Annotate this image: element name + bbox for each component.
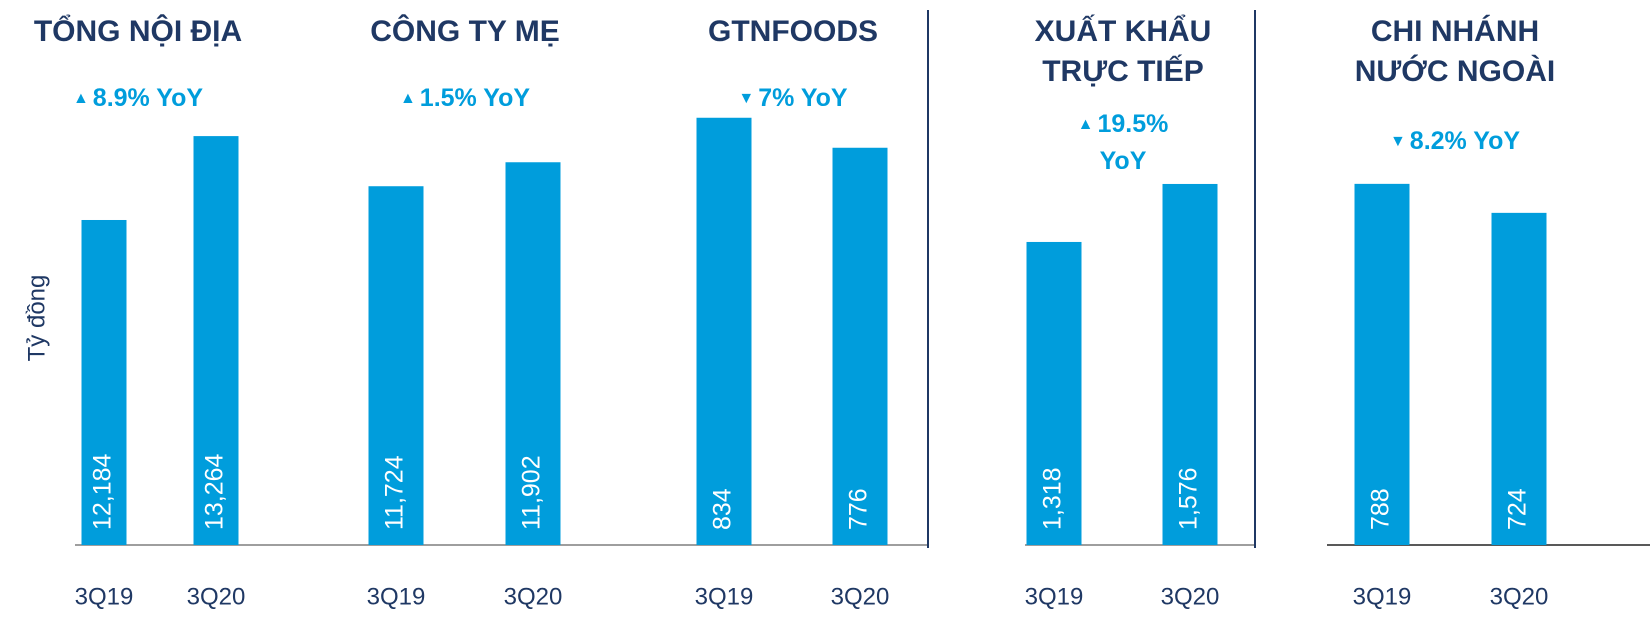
yoy-text: 8.2% YoY	[1409, 127, 1521, 155]
yoy-annotation: ▼ 8.2% YoY	[1325, 123, 1585, 160]
bar	[505, 162, 561, 545]
yoy-annotation: ▲ 1.5% YoY	[335, 80, 595, 117]
panel-title: XUẤT KHẨU TRỰC TIẾP	[1034, 15, 1212, 88]
value-label: 788	[1367, 488, 1395, 530]
x-tick-label: 3Q19	[1025, 583, 1084, 610]
yoy-annotation: ▼ 7% YoY	[663, 80, 923, 117]
bar	[193, 136, 239, 545]
yoy-text: 8.9% YoY	[92, 84, 204, 112]
x-tick-label: 3Q20	[187, 583, 246, 610]
x-tick-label: 3Q20	[504, 583, 563, 610]
bar	[1162, 183, 1218, 545]
value-label: 1,576	[1175, 467, 1203, 530]
yoy-text: 19.5% YoY	[1097, 110, 1169, 175]
yoy-text: 7% YoY	[758, 84, 848, 112]
yoy-annotation: ▲ 8.9% YoY	[8, 80, 268, 117]
x-tick-label: 3Q19	[367, 583, 426, 610]
x-tick-label: 3Q20	[831, 583, 890, 610]
bar	[832, 147, 888, 546]
x-tick-label: 3Q19	[1353, 583, 1412, 610]
bar	[1354, 183, 1410, 545]
trend-arrow: ▼	[1389, 133, 1406, 150]
x-tick-label: 3Q20	[1490, 583, 1549, 610]
value-label: 1,318	[1039, 467, 1067, 530]
trend-arrow: ▲	[1077, 116, 1094, 133]
panel-title: GTNFOODS	[708, 15, 878, 48]
bar	[368, 186, 424, 545]
x-tick-label: 3Q20	[1161, 583, 1220, 610]
panel-title: TỔNG NỘI ĐỊA	[33, 15, 243, 48]
x-tick-label: 3Q19	[695, 583, 754, 610]
x-tick-label: 3Q19	[75, 583, 134, 610]
value-label: 776	[845, 488, 873, 530]
y-axis-label: Tỷ đồng	[23, 275, 50, 362]
trend-arrow: ▲	[399, 90, 416, 107]
value-label: 11,724	[381, 455, 409, 530]
bar	[696, 117, 752, 546]
value-label: 834	[709, 488, 737, 530]
value-label: 11,902	[518, 455, 546, 530]
value-label: 724	[1504, 488, 1532, 530]
value-label: 13,264	[201, 453, 229, 530]
value-label: 12,184	[89, 453, 117, 530]
yoy-annotation: ▲ 19.5% YoY	[1058, 106, 1188, 179]
trend-arrow: ▲	[72, 90, 89, 107]
trend-arrow: ▼	[738, 90, 755, 107]
bar	[1026, 241, 1082, 545]
panel-title: CHI NHÁNH NƯỚC NGOÀI	[1354, 15, 1556, 88]
panel-title: CÔNG TY MẸ	[370, 15, 560, 48]
bar	[1491, 212, 1547, 545]
yoy-text: 1.5% YoY	[419, 84, 531, 112]
bar	[81, 219, 127, 545]
